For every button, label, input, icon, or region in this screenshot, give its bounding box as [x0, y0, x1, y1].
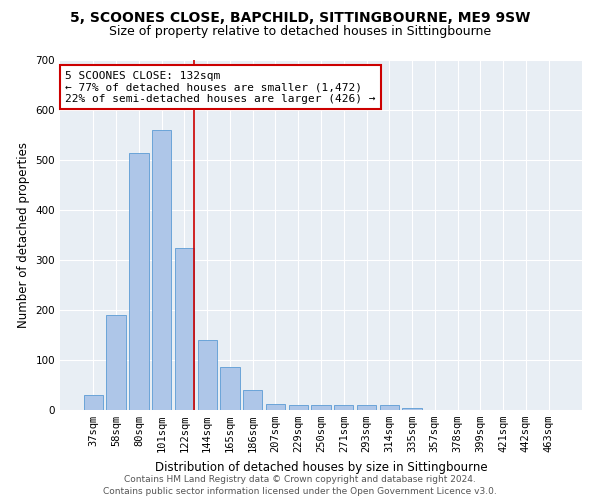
Bar: [197, 340, 217, 410]
Bar: [129, 152, 149, 410]
Bar: [220, 366, 239, 410]
Bar: [289, 405, 308, 410]
Bar: [175, 248, 194, 410]
Bar: [357, 405, 376, 410]
Bar: [334, 405, 353, 410]
Bar: [380, 405, 399, 410]
Bar: [403, 408, 422, 410]
Bar: [152, 130, 172, 410]
Y-axis label: Number of detached properties: Number of detached properties: [17, 142, 30, 328]
Bar: [311, 405, 331, 410]
Text: Contains HM Land Registry data © Crown copyright and database right 2024.
Contai: Contains HM Land Registry data © Crown c…: [103, 475, 497, 496]
Bar: [243, 390, 262, 410]
X-axis label: Distribution of detached houses by size in Sittingbourne: Distribution of detached houses by size …: [155, 460, 487, 473]
Bar: [84, 395, 103, 410]
Bar: [266, 404, 285, 410]
Text: 5 SCOONES CLOSE: 132sqm
← 77% of detached houses are smaller (1,472)
22% of semi: 5 SCOONES CLOSE: 132sqm ← 77% of detache…: [65, 70, 376, 104]
Bar: [106, 315, 126, 410]
Text: 5, SCOONES CLOSE, BAPCHILD, SITTINGBOURNE, ME9 9SW: 5, SCOONES CLOSE, BAPCHILD, SITTINGBOURN…: [70, 12, 530, 26]
Text: Size of property relative to detached houses in Sittingbourne: Size of property relative to detached ho…: [109, 25, 491, 38]
